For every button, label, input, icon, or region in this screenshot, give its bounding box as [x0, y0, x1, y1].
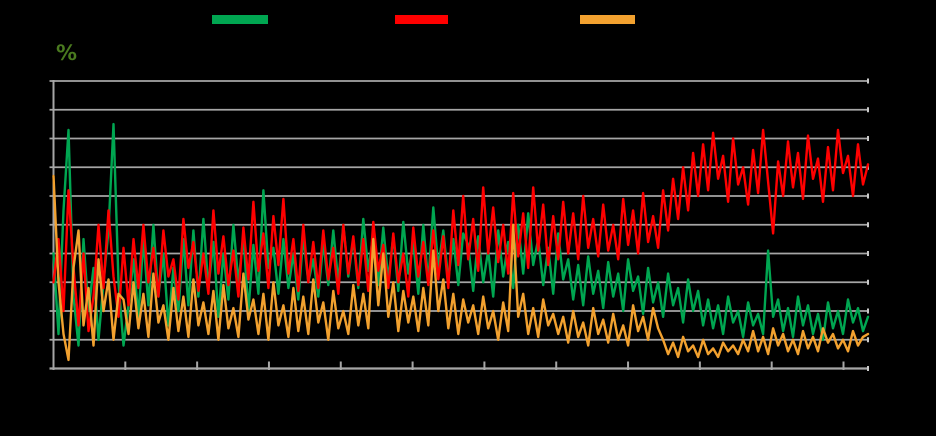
y-axis-unit-label: %	[56, 41, 77, 65]
legend-swatch-red	[395, 15, 448, 24]
legend-swatch-green	[212, 15, 268, 24]
series-line-orange	[52, 174, 870, 362]
legend-swatch-orange	[580, 15, 635, 24]
series-line-green	[52, 122, 870, 347]
plot-series	[52, 122, 870, 362]
series-line-red	[52, 128, 870, 333]
legend	[212, 15, 635, 24]
